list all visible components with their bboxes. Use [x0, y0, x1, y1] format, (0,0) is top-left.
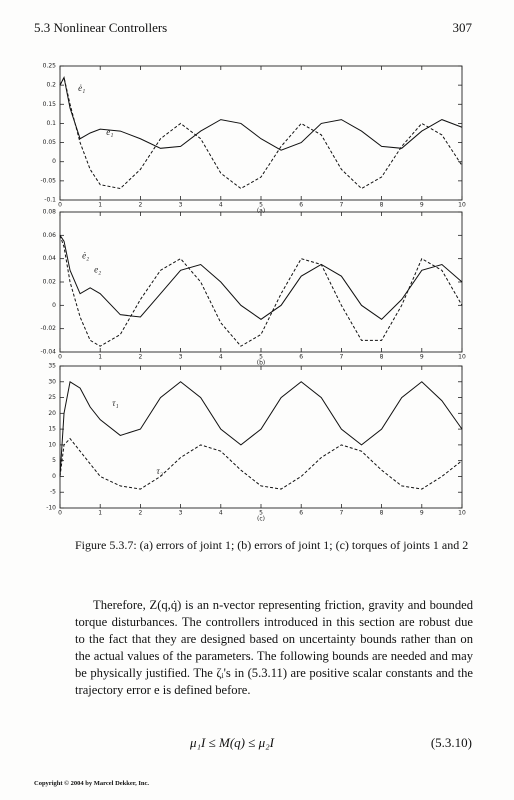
x-tick-label: 2	[138, 354, 142, 361]
y-tick-label: 0.2	[46, 82, 56, 89]
x-tick-label: 4	[219, 354, 223, 361]
x-axis-label: (b)	[257, 360, 266, 367]
equation: μ₁I ≤ M(q) ≤ μ₂I	[190, 735, 275, 750]
y-tick-label: 25	[48, 394, 56, 401]
plot-frame	[59, 211, 463, 353]
x-tick-label: 2	[138, 510, 142, 517]
curve-label: e₂	[94, 264, 101, 274]
x-tick-label: 10	[458, 202, 466, 209]
y-tick-label: 0.15	[43, 101, 57, 108]
curve-label: e₁	[106, 127, 113, 137]
x-tick-label: 0	[58, 510, 62, 517]
x-tick-label: 10	[458, 510, 466, 517]
x-tick-label: 10	[458, 354, 466, 361]
y-tick-label: -0.02	[40, 325, 56, 332]
plot-frame	[59, 365, 463, 509]
y-tick-label: 0.1	[46, 120, 56, 127]
x-tick-label: 2	[138, 202, 142, 209]
x-tick-label: 6	[299, 202, 303, 209]
x-tick-label: 9	[420, 202, 424, 209]
x-tick-label: 4	[219, 202, 223, 209]
series-line	[59, 380, 463, 477]
body-paragraph: Therefore, Z(q,q̇) is an n-vector repres…	[75, 598, 473, 697]
x-tick-label: 0	[58, 202, 62, 209]
series-line	[59, 235, 463, 320]
series-line	[59, 437, 463, 490]
y-tick-label: 0	[52, 473, 56, 480]
page-number: 307	[452, 20, 473, 35]
y-tick-label: -0.04	[40, 349, 56, 356]
y-tick-label: -0.1	[44, 197, 56, 204]
plot-frame	[59, 65, 463, 201]
x-tick-label: 1	[98, 202, 102, 209]
y-tick-label: 0.06	[43, 232, 57, 239]
y-tick-label: 0	[52, 302, 56, 309]
curve-label: τ₁	[112, 398, 118, 408]
curve-label: τ₂	[156, 466, 162, 476]
figure: 0 1 2 3 4 5 6 7 8 9 10-0.1-0.0500.050.10.150.20.25…	[40, 63, 466, 523]
x-tick-label: 3	[179, 510, 183, 517]
y-tick-label: 0	[52, 158, 56, 165]
figure-caption: Figure 5.3.7: (a) errors of joint 1; (b)…	[75, 538, 469, 552]
y-tick-label: -0.05	[40, 177, 56, 184]
y-tick-label: 0.25	[43, 63, 57, 70]
x-tick-label: 9	[420, 510, 424, 517]
series-line	[59, 76, 463, 190]
x-tick-label: 6	[299, 510, 303, 517]
x-tick-label: 6	[299, 354, 303, 361]
x-tick-label: 8	[380, 202, 384, 209]
x-tick-label: 5	[259, 354, 263, 361]
x-tick-label: 4	[219, 510, 223, 517]
y-tick-label: 0.04	[43, 255, 57, 262]
series-line	[59, 235, 463, 347]
copyright: Copyright © 2004 by Marcel Dekker, Inc.	[34, 780, 149, 787]
x-tick-label: 1	[98, 354, 102, 361]
y-tick-label: 30	[48, 378, 56, 385]
x-tick-label: 5	[259, 202, 263, 209]
x-tick-label: 7	[339, 354, 343, 361]
x-tick-label: 1	[98, 510, 102, 517]
x-tick-label: 8	[380, 354, 384, 361]
y-tick-label: 35	[48, 363, 56, 370]
x-tick-label: 0	[58, 354, 62, 361]
y-tick-label: 0.02	[43, 279, 57, 286]
x-tick-label: 7	[339, 202, 343, 209]
x-tick-label: 7	[339, 510, 343, 517]
x-tick-label: 9	[420, 354, 424, 361]
y-tick-label: 20	[48, 410, 56, 417]
running-head: 5.3 Nonlinear Controllers	[34, 20, 168, 35]
y-tick-label: -10	[46, 505, 56, 512]
y-tick-label: 5	[52, 457, 56, 464]
x-tick-label: 5	[259, 510, 263, 517]
x-tick-label: 3	[179, 354, 183, 361]
y-tick-label: 0.08	[43, 209, 57, 216]
x-tick-label: 3	[179, 202, 183, 209]
x-axis-label: (c)	[257, 516, 265, 523]
y-tick-label: 15	[48, 426, 56, 433]
curve-label: ė₁	[78, 83, 85, 93]
x-axis-label: (a)	[257, 208, 265, 215]
equation-number: (5.3.10)	[430, 735, 472, 750]
y-tick-label: -5	[50, 489, 56, 496]
series-line	[59, 76, 463, 151]
y-tick-label: 10	[48, 441, 56, 448]
x-tick-label: 8	[380, 510, 384, 517]
y-tick-label: 0.05	[43, 139, 57, 146]
curve-label: ė₂	[82, 250, 89, 260]
